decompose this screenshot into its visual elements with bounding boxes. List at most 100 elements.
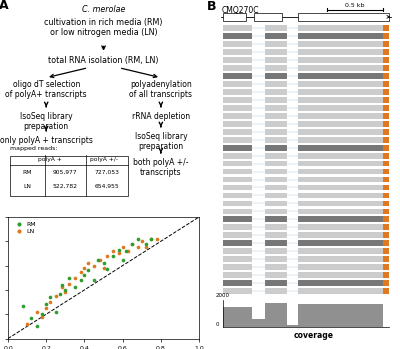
Bar	[265, 248, 287, 254]
Bar	[298, 97, 383, 103]
Bar	[383, 129, 389, 135]
Bar	[298, 113, 383, 119]
Text: 2000: 2000	[216, 293, 230, 298]
Text: polyadenylation
of all transcripts: polyadenylation of all transcripts	[129, 80, 192, 99]
Point	[120, 245, 126, 250]
Bar	[223, 161, 252, 166]
Bar	[223, 201, 252, 206]
Bar	[223, 240, 252, 246]
Bar	[383, 145, 389, 150]
Bar	[383, 264, 389, 270]
Bar	[223, 248, 252, 254]
Bar	[298, 193, 383, 198]
Bar	[265, 73, 287, 79]
Text: A: A	[0, 0, 8, 13]
Bar	[383, 248, 389, 254]
Point	[47, 295, 53, 300]
Bar	[383, 185, 389, 190]
Bar	[265, 81, 287, 87]
Point	[129, 241, 136, 246]
Bar	[265, 264, 287, 270]
Bar	[265, 161, 287, 166]
Bar	[223, 193, 252, 198]
Bar	[223, 57, 252, 63]
Point	[125, 248, 132, 254]
Bar	[298, 34, 383, 39]
Bar	[383, 272, 389, 278]
Text: B: B	[207, 0, 216, 13]
Point	[148, 236, 154, 242]
Bar	[265, 272, 287, 278]
Point	[81, 273, 88, 278]
Point	[62, 287, 68, 293]
Bar	[383, 288, 389, 294]
Point	[91, 263, 97, 268]
Point	[110, 253, 116, 259]
Bar	[223, 73, 252, 79]
Bar	[265, 256, 287, 262]
Bar	[265, 97, 287, 103]
Bar	[383, 216, 389, 222]
Point	[39, 311, 46, 317]
Bar	[383, 153, 389, 158]
Point	[66, 281, 72, 287]
Bar	[298, 224, 383, 230]
Bar	[383, 57, 389, 63]
Text: C. merolae: C. merolae	[82, 6, 125, 15]
Bar	[223, 49, 252, 55]
Point	[85, 268, 92, 273]
Point	[20, 303, 26, 309]
Point	[135, 245, 141, 250]
Bar	[223, 89, 252, 95]
Bar	[298, 89, 383, 95]
Bar	[383, 65, 389, 71]
Point	[142, 245, 149, 250]
Point	[52, 293, 59, 299]
Bar	[265, 193, 287, 198]
Bar	[298, 216, 383, 222]
Point	[104, 266, 110, 272]
Text: 905,977: 905,977	[53, 170, 78, 175]
Bar	[254, 13, 282, 21]
Bar	[223, 113, 252, 119]
Bar	[298, 145, 383, 150]
Bar	[223, 105, 252, 111]
Bar	[265, 232, 287, 238]
Bar	[223, 81, 252, 87]
Point	[24, 321, 30, 327]
Bar	[265, 25, 287, 31]
Bar	[223, 121, 252, 127]
Bar	[298, 137, 383, 143]
Point	[58, 282, 65, 288]
Point	[43, 305, 50, 311]
Bar	[265, 216, 287, 222]
Point	[129, 241, 136, 246]
Bar	[265, 41, 287, 47]
Bar	[223, 185, 252, 190]
Bar	[223, 137, 252, 143]
Bar	[383, 193, 389, 198]
Text: oligo dT selection
of polyA+ transcripts: oligo dT selection of polyA+ transcripts	[6, 80, 87, 99]
Bar	[298, 177, 383, 183]
Bar	[265, 49, 287, 55]
Bar	[383, 97, 389, 103]
Bar	[298, 280, 383, 286]
Text: 0.5 kb: 0.5 kb	[345, 2, 365, 8]
Point	[100, 260, 107, 266]
Bar	[265, 201, 287, 206]
Bar	[223, 288, 252, 294]
Text: only polyA + transcripts: only polyA + transcripts	[0, 136, 93, 145]
Point	[62, 290, 68, 295]
Text: polyA +: polyA +	[38, 157, 62, 162]
Bar	[383, 105, 389, 111]
Point	[120, 257, 126, 262]
Bar	[265, 129, 287, 135]
Point	[110, 248, 116, 254]
Bar	[383, 81, 389, 87]
Bar	[298, 49, 383, 55]
Point	[95, 257, 101, 262]
Bar	[383, 49, 389, 55]
Point	[78, 277, 84, 283]
Bar	[383, 73, 389, 79]
Text: 0: 0	[216, 322, 219, 327]
